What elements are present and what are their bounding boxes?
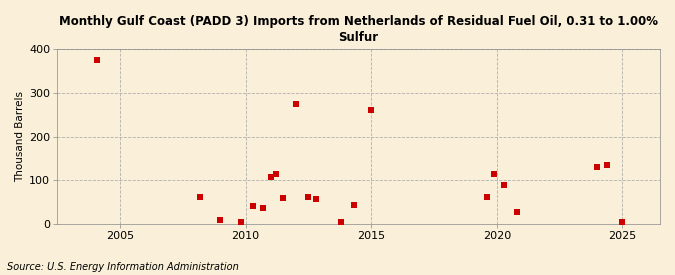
Point xyxy=(366,107,377,112)
Point xyxy=(592,165,603,169)
Point xyxy=(602,163,613,167)
Point xyxy=(271,171,281,176)
Point xyxy=(235,219,246,224)
Point xyxy=(248,204,259,208)
Point xyxy=(481,194,492,199)
Point xyxy=(290,102,301,106)
Point xyxy=(489,171,500,176)
Point xyxy=(265,175,276,179)
Title: Monthly Gulf Coast (PADD 3) Imports from Netherlands of Residual Fuel Oil, 0.31 : Monthly Gulf Coast (PADD 3) Imports from… xyxy=(59,15,658,44)
Point xyxy=(215,218,226,222)
Text: Source: U.S. Energy Information Administration: Source: U.S. Energy Information Administ… xyxy=(7,262,238,272)
Y-axis label: Thousand Barrels: Thousand Barrels xyxy=(15,91,25,182)
Point xyxy=(310,196,321,201)
Point xyxy=(303,194,314,199)
Point xyxy=(499,182,510,187)
Point xyxy=(617,219,628,224)
Point xyxy=(278,196,289,200)
Point xyxy=(335,219,346,224)
Point xyxy=(92,58,103,62)
Point xyxy=(258,206,269,210)
Point xyxy=(348,203,359,208)
Point xyxy=(195,194,206,199)
Point xyxy=(512,209,522,214)
